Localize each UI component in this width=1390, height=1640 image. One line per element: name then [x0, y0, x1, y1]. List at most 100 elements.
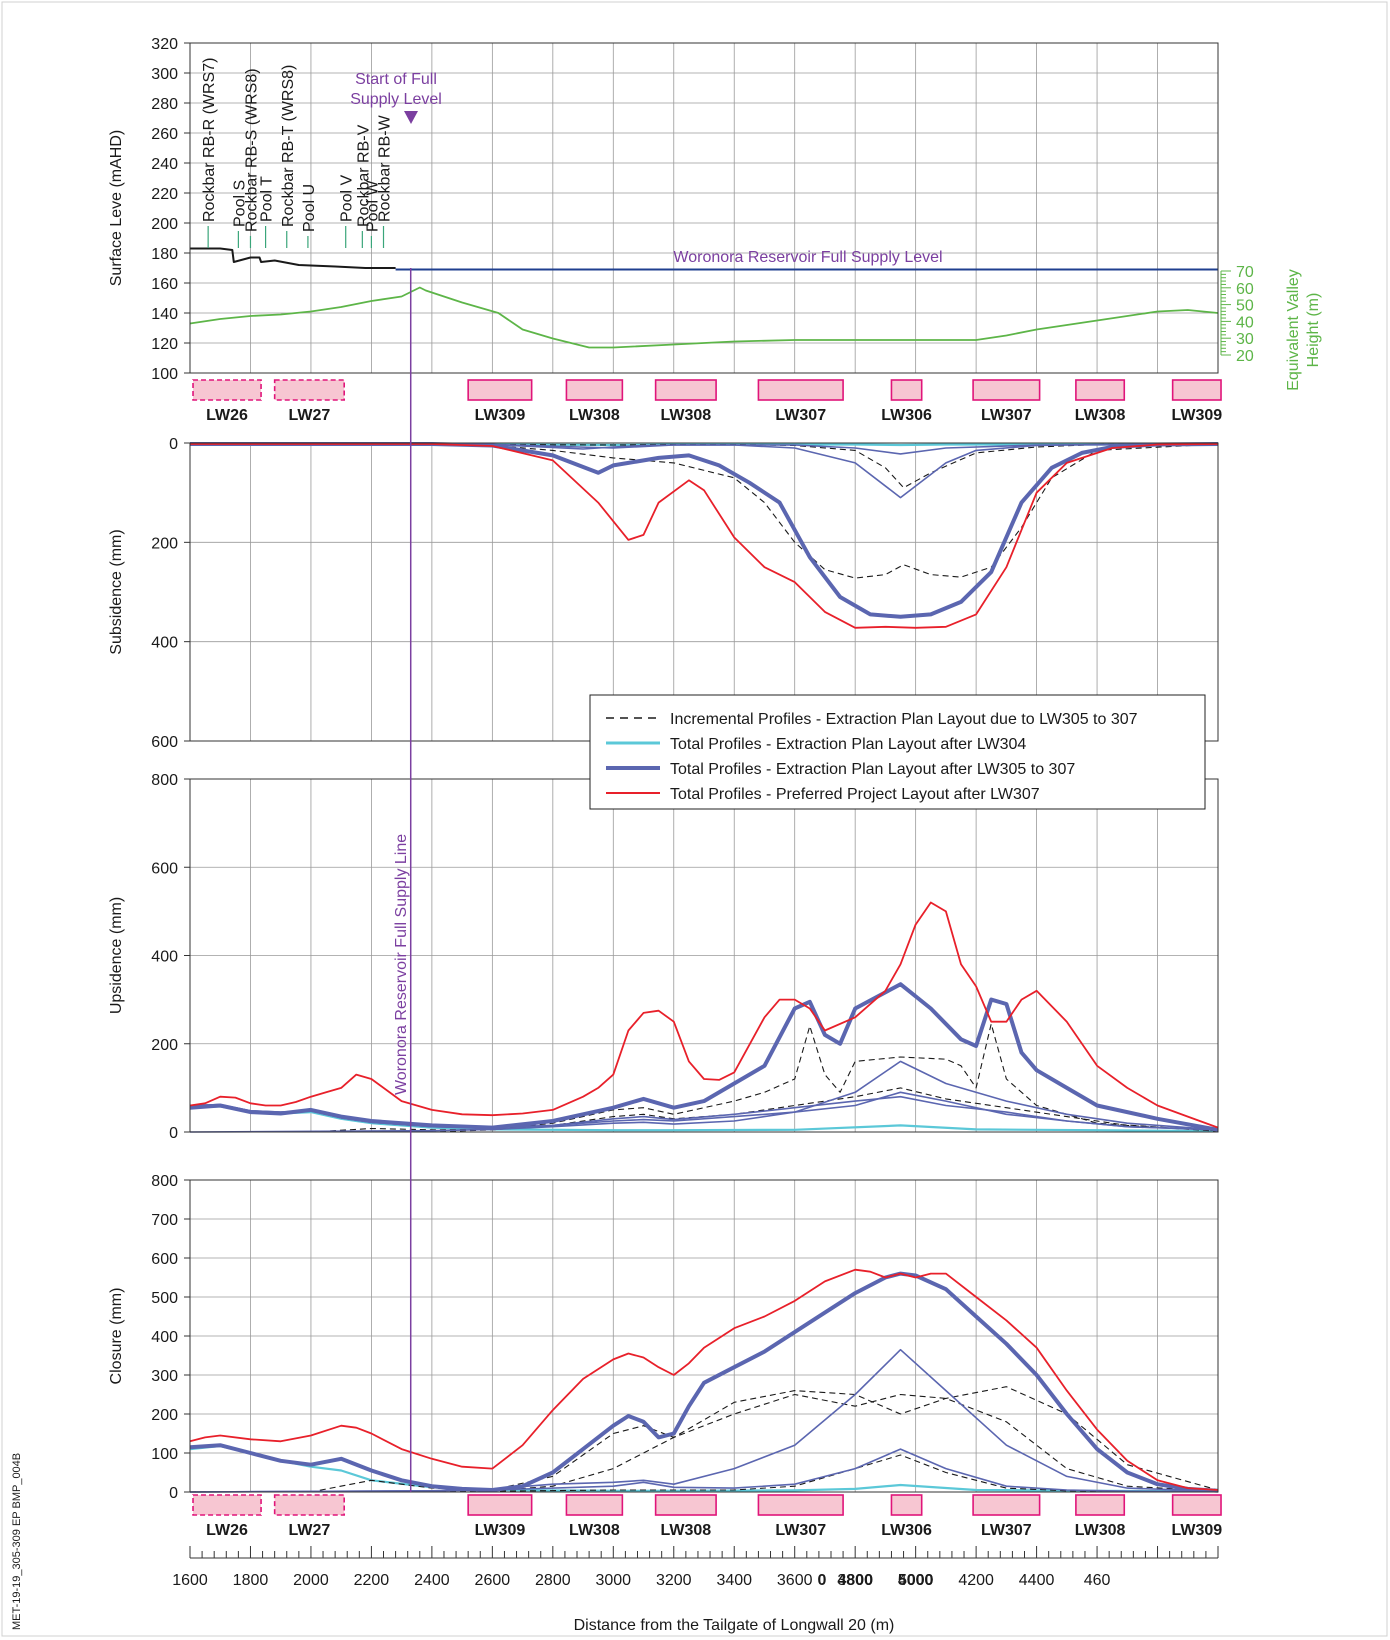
longwall-label: LW308: [1075, 407, 1126, 424]
fsl-vertical-label: Woronora Reservoir Full Supply Line: [393, 834, 410, 1095]
longwall-label: LW26: [206, 1522, 248, 1539]
longwall-label: LW27: [289, 407, 331, 424]
longwall-panel: [1075, 1494, 1126, 1516]
longwall-panel: [654, 1494, 717, 1516]
series-line-3-2: [189, 1393, 1219, 1493]
y-tick-label-0: 100: [151, 366, 178, 383]
x-tick-label: 460: [1084, 1572, 1111, 1589]
longwall-panel: [890, 379, 923, 401]
feature-label: Rockbar RB-R (WRS7): [201, 58, 218, 222]
x-tick-label: 3600: [777, 1572, 813, 1589]
series-line-1-4: [190, 443, 1219, 499]
feature-label: Rockbar RB-T (WRS8): [280, 65, 297, 227]
series-line-2-5: [189, 1060, 1219, 1133]
longwall-label: LW308: [661, 407, 712, 424]
y-tick-label-0: 300: [151, 66, 178, 83]
fsl-level-label: Woronora Reservoir Full Supply Level: [673, 249, 942, 266]
y-tick-label-0: 260: [151, 126, 178, 143]
feature-label: Rockbar RB-V: [355, 124, 372, 227]
feature-label: Rockbar RB-W: [377, 114, 394, 222]
series-line-0-0: [190, 247, 396, 269]
longwall-panel: [757, 1494, 844, 1516]
y-tick-label-3: 200: [151, 1407, 178, 1424]
longwall-panel: [890, 1494, 923, 1516]
y-tick-label-3: 800: [151, 1173, 178, 1190]
y-axis-label-0: Surface Leve (mAHD): [108, 130, 125, 287]
x-tick-label: 3200: [656, 1572, 692, 1589]
plot-frame-0: [189, 42, 1219, 374]
series-line-3-5: [189, 1448, 1219, 1493]
longwall-panel: [467, 1494, 533, 1516]
start-fsl-label: Start of Full Supply Level: [350, 71, 442, 108]
y-tick-label-3: 0: [169, 1485, 178, 1502]
longwall-panel: [1171, 1494, 1222, 1516]
longwall-panel: [192, 1494, 262, 1516]
y-tick-label-1: 0: [169, 436, 178, 453]
longwall-panel: [1171, 379, 1222, 401]
x-tick-label: 3800: [837, 1572, 873, 1589]
longwall-layer: LW26 LW27 LW309 LW308 LW308 LW307 LW306 LW307 LW…: [192, 379, 1222, 1539]
x-axis-title: Distance from the Tailgate of Longwall 2…: [574, 1617, 895, 1634]
series-line-0-2: [189, 286, 1219, 349]
x-tick-label-overlap: 4800: [837, 1572, 873, 1589]
y-tick-label-3: 500: [151, 1290, 178, 1307]
x-tick-label: 4000: [898, 1572, 934, 1589]
start-fsl-marker: [404, 111, 418, 124]
legend-label-after-lw304: Total Profiles - Extraction Plan Layout …: [670, 736, 1026, 753]
y2-axis-label: Equivalent Valley: [1285, 269, 1302, 391]
feature-label: Pool U: [301, 184, 318, 232]
y-tick-label-3: 400: [151, 1329, 178, 1346]
y-tick-label-1: 600: [151, 734, 178, 751]
y-tick-label-0: 280: [151, 96, 178, 113]
longwall-panel: [1075, 379, 1126, 401]
longwall-label: LW309: [475, 1522, 526, 1539]
legend-label-after-lw305-307: Total Profiles - Extraction Plan Layout …: [670, 761, 1075, 778]
axes-layer: 100120140160180200220240260280300320Surf…: [108, 36, 1322, 1589]
y2-tick-label: 60: [1236, 281, 1254, 298]
series-line-2-7: [189, 901, 1219, 1129]
x-tick-label-overlap: 0: [817, 1572, 826, 1589]
x-tick-label: 2400: [414, 1572, 450, 1589]
x-tick-label: 3400: [716, 1572, 752, 1589]
y-tick-label-1: 400: [151, 635, 178, 652]
y2-axis-label: Height (m): [1305, 293, 1322, 368]
feature-label: Pool V: [339, 175, 356, 222]
y-tick-label-2: 400: [151, 949, 178, 966]
longwall-label: LW307: [981, 1522, 1032, 1539]
longwall-label: LW309: [1171, 1522, 1222, 1539]
y-tick-label-3: 300: [151, 1368, 178, 1385]
y-tick-label-3: 700: [151, 1212, 178, 1229]
x-tick-label-overlap: 5000: [898, 1572, 934, 1589]
series-line-3-3: [189, 1454, 1219, 1493]
longwall-label: LW27: [289, 1522, 331, 1539]
y2-tick-label: 50: [1236, 298, 1254, 315]
y-tick-label-0: 320: [151, 36, 178, 53]
longwall-label: LW309: [1171, 407, 1222, 424]
legend-box: [589, 694, 1206, 810]
longwall-label: LW307: [981, 407, 1032, 424]
longwall-panel: [273, 1494, 345, 1516]
y-tick-label-1: 200: [151, 535, 178, 552]
longwall-panel: [273, 379, 345, 401]
y2-tick-label: 40: [1236, 314, 1254, 331]
y-tick-label-3: 600: [151, 1251, 178, 1268]
x-tick-label: 2000: [293, 1572, 329, 1589]
series-line-1-6: [190, 443, 1219, 629]
longwall-label: LW306: [881, 407, 932, 424]
y-axis-label-1: Subsidence (mm): [108, 529, 125, 654]
longwall-label: LW308: [569, 1522, 620, 1539]
series-line-2-4: [189, 1091, 1219, 1131]
side-label: MET-19-19_305-309 EP BMP_004B: [11, 1453, 23, 1630]
legend-label-incremental: Incremental Profiles - Extraction Plan L…: [670, 711, 1138, 728]
longwall-label: LW308: [569, 407, 620, 424]
longwall-label: LW308: [661, 1522, 712, 1539]
y-tick-label-2: 600: [151, 860, 178, 877]
series-line-3-1: [190, 1386, 1219, 1493]
y-tick-label-2: 800: [151, 772, 178, 789]
y-axis-label-2: Upsidence (mm): [108, 897, 125, 1014]
longwall-label: LW306: [881, 1522, 932, 1539]
x-tick-label: 1600: [172, 1572, 208, 1589]
x-tick-label: 2600: [475, 1572, 511, 1589]
series-line-2-6: [189, 982, 1219, 1132]
